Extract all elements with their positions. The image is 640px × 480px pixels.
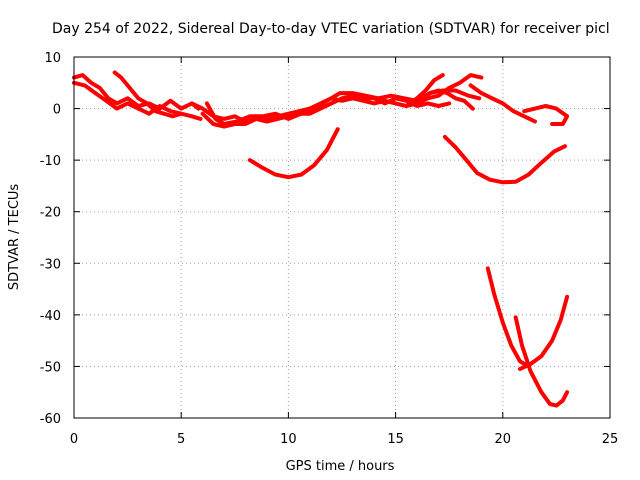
- series-arc-12: [442, 134, 567, 185]
- series-arc-15: [518, 294, 570, 371]
- y-tick-label: 10: [44, 51, 61, 66]
- axis-ticks: 0 5 10 15 20 25 10 0 -10 -20 -30 -40 -50 -60: [40, 51, 619, 447]
- plot-frame: [73, 56, 611, 419]
- series-arc-4: [189, 73, 484, 124]
- y-tick-label: -50: [40, 360, 61, 375]
- series-arc-11: [247, 127, 340, 180]
- x-tick-label: 5: [177, 432, 185, 447]
- y-tick-label: -60: [40, 412, 61, 427]
- series-arc-1: [72, 73, 201, 111]
- x-tick-label: 10: [280, 432, 297, 447]
- y-tick-label: -10: [40, 154, 61, 169]
- data-series: [72, 70, 570, 408]
- x-tick-label: 0: [70, 432, 78, 447]
- x-axis-label: GPS time / hours: [286, 459, 395, 474]
- x-tick-label: 25: [602, 432, 619, 447]
- y-tick-label: 0: [53, 103, 61, 118]
- series-arc-3: [112, 70, 184, 119]
- series-arc-8: [404, 73, 445, 108]
- y-tick-label: -20: [40, 206, 61, 221]
- y-tick-label: -40: [40, 309, 61, 324]
- series-arc-10: [522, 104, 570, 126]
- x-tick-label: 20: [495, 432, 512, 447]
- y-axis-label: SDTVAR / TECUs: [7, 184, 22, 291]
- series-arc-9: [468, 83, 537, 124]
- y-tick-label: -30: [40, 257, 61, 272]
- series-arc-13: [485, 266, 531, 369]
- series-arc-7: [419, 88, 475, 111]
- series-arc-5: [200, 93, 452, 129]
- series-arc-14: [513, 315, 570, 408]
- x-tick-label: 15: [387, 432, 404, 447]
- chart-title: Day 254 of 2022, Sidereal Day-to-day VTE…: [52, 21, 610, 37]
